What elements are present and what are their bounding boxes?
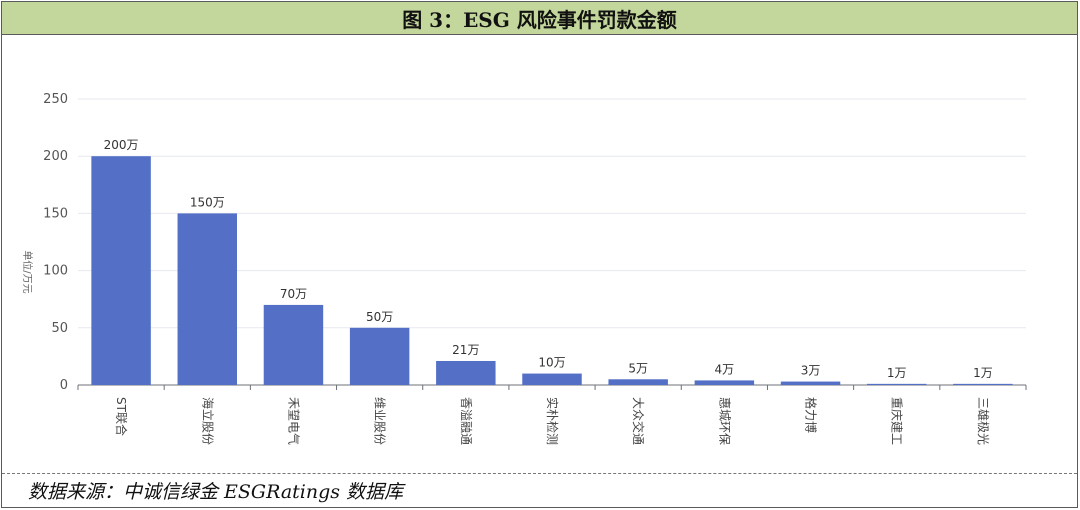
bar: [263, 304, 324, 385]
category-label: 禾望电气: [286, 397, 301, 445]
bar: [349, 327, 410, 385]
bar: [953, 383, 1013, 385]
category-label: 大众交通: [631, 397, 646, 445]
figure-title: 图 3：ESG 风险事件罚款金额: [2, 2, 1077, 35]
bar: [522, 373, 582, 385]
bar-value-label: 5万: [628, 361, 648, 375]
category-label: 实朴检测: [545, 397, 560, 445]
bar: [177, 213, 238, 385]
bar-value-label: 10万: [538, 356, 565, 370]
bar: [608, 379, 668, 385]
bar-value-label: 70万: [280, 287, 307, 301]
category-label: ST联合: [114, 397, 129, 436]
bar-value-label: 21万: [452, 343, 479, 357]
category-label: 惠城环保: [717, 397, 731, 445]
bar: [780, 381, 841, 385]
y-tick-label: 50: [51, 321, 68, 336]
chart-area: 0 50 100 150 200 250 单位/万元 200万 ST联合 150万海立股份 70万禾…: [2, 35, 1077, 473]
bar: [91, 156, 151, 385]
category-label: 三雄极光: [976, 397, 991, 445]
category-label: 重庆建工: [890, 397, 904, 445]
y-tick-label: 100: [43, 264, 68, 279]
bar: [694, 380, 755, 385]
y-tick-label: 150: [43, 206, 68, 221]
bar-value-label: 3万: [801, 364, 821, 378]
source-note: 数据来源：中诚信绿金 ESGRatings 数据库: [2, 473, 1077, 507]
y-tick-label: 200: [43, 149, 68, 164]
category-label: 海立股份: [200, 397, 215, 445]
bar-value-label: 1万: [887, 366, 907, 380]
y-tick-label: 0: [60, 378, 68, 393]
y-tick-label: 250: [43, 92, 68, 107]
bar-value-label: 50万: [366, 310, 393, 324]
category-label: 维业股份: [373, 397, 387, 445]
y-axis-title: 单位/万元: [21, 250, 34, 293]
bar-value-label: 150万: [190, 195, 225, 209]
bar: [866, 383, 927, 385]
category-label: 香溢融通: [459, 397, 473, 445]
bar-value-label: 4万: [715, 362, 735, 376]
bar: [436, 360, 496, 385]
bar-value-label: 1万: [973, 366, 993, 380]
category-label: 格力博: [804, 397, 819, 433]
bar-value-label: 200万: [104, 138, 139, 152]
